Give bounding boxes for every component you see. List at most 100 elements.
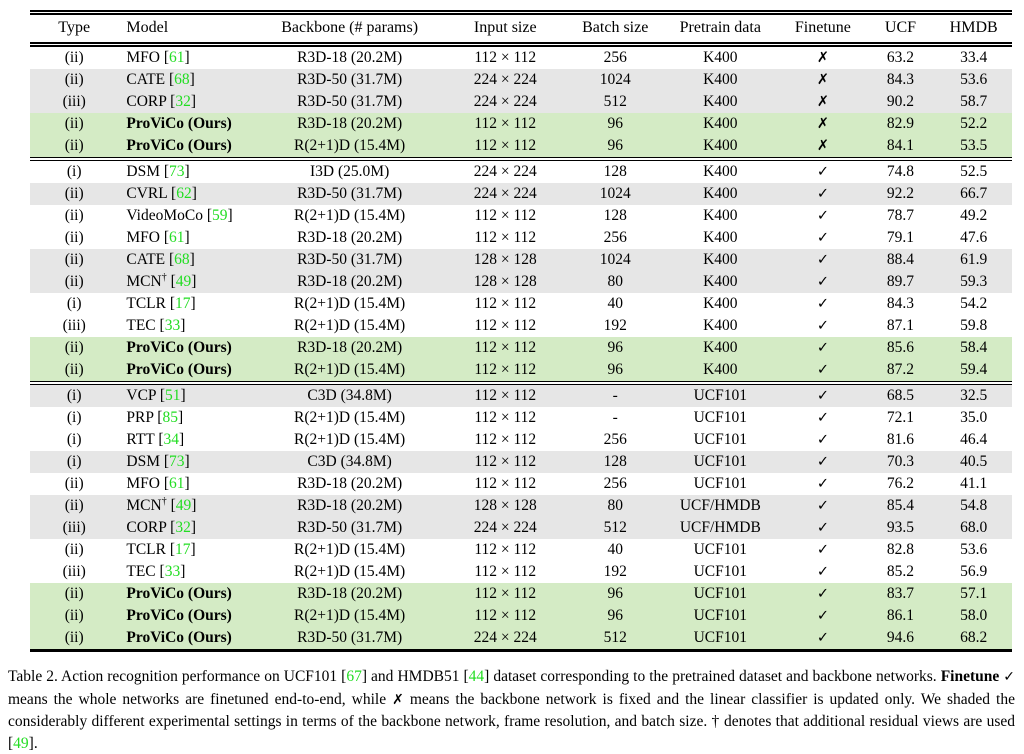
citation-link[interactable]: 61 <box>169 49 185 66</box>
cell-ucf: 79.1 <box>886 229 915 246</box>
finetune-cross-icon: ✗ <box>780 135 866 159</box>
caption-text: ] and HMDB51 [ <box>361 668 469 685</box>
cell-hmdb: 40.5 <box>935 451 1012 473</box>
cell-type: (ii) <box>30 113 119 135</box>
cell-backbone: R3D-18 (20.2M) <box>258 495 441 517</box>
citation-link[interactable]: 62 <box>176 185 192 202</box>
citation-link[interactable]: 68 <box>174 71 190 88</box>
cell-batch-size: 128 <box>570 451 661 473</box>
citation-link[interactable]: 73 <box>169 453 185 470</box>
citation-link[interactable]: 68 <box>174 251 190 268</box>
citation-link[interactable]: 32 <box>175 93 191 110</box>
cell-pretrain-data: UCF101 <box>693 541 747 558</box>
cell-batch-size: 1024 <box>570 69 661 91</box>
model-name: TEC <box>126 563 156 580</box>
cell-hmdb: 52.5 <box>935 157 1012 183</box>
cell-pretrain-data: K400 <box>660 157 781 183</box>
cell-input-size: 112 × 112 <box>440 359 571 383</box>
cell-ucf: 89.7 <box>865 271 936 293</box>
cell-input-size: 112 × 112 <box>474 49 537 66</box>
cell-type: (ii) <box>30 627 119 652</box>
cell-input-size: 112 × 112 <box>440 381 571 407</box>
citation-link[interactable]: 67 <box>346 668 362 685</box>
cell-batch-size: 96 <box>570 135 661 159</box>
citation-link[interactable]: 49 <box>175 273 192 290</box>
cell-backbone: R(2+1)D (15.4M) <box>258 135 441 159</box>
cell-ucf: 70.3 <box>865 451 936 473</box>
caption-text: means the whole networks are finetuned e… <box>8 690 393 708</box>
cell-type: (ii) <box>30 337 119 359</box>
cell-ucf: 84.3 <box>886 295 915 312</box>
citation-link[interactable]: 49 <box>13 734 29 752</box>
cell-pretrain-data: UCF101 <box>660 451 781 473</box>
model-name: MCN <box>126 273 162 290</box>
citation-link[interactable]: 34 <box>163 431 180 448</box>
cell-pretrain-data: K400 <box>660 183 781 205</box>
cell-type: (iii) <box>30 91 119 113</box>
finetune-check-icon: ✓ <box>816 542 829 558</box>
citation-link[interactable]: 73 <box>169 163 185 180</box>
table-row: (ii) ProViCo (Ours) R3D-18 (20.2M) 112 × 11… <box>30 583 1012 605</box>
citation-link[interactable]: 51 <box>165 387 181 404</box>
table-row: (ii) ProViCo (Ours) R(2+1)D (15.4M) 112 × 1… <box>30 359 1012 383</box>
cell-hmdb: 59.3 <box>935 271 1012 293</box>
table-row: (i) DSM [73] I3D (25.0M) 224 × 224 128 K400 ✓ 7… <box>30 157 1012 183</box>
finetune-check-icon: ✓ <box>780 183 866 205</box>
finetune-check-icon: ✓ <box>780 249 866 271</box>
cell-model: MFO [61] <box>126 229 190 246</box>
table-row: (iii) CORP [32] R3D-50 (31.7M) 224 × 224 512… <box>30 91 1012 113</box>
finetune-check-icon: ✓ <box>816 208 829 224</box>
cell-type: (i) <box>30 451 119 473</box>
citation-link[interactable]: 33 <box>164 317 181 334</box>
finetune-check-icon: ✓ <box>816 476 829 492</box>
cell-batch-size: 128 <box>603 207 627 224</box>
cell-input-size: 112 × 112 <box>474 229 537 246</box>
cell-pretrain-data: K400 <box>703 49 738 66</box>
cell-hmdb: 54.8 <box>935 495 1012 517</box>
citation-link[interactable]: 17 <box>175 295 191 312</box>
dagger-mark: † <box>161 271 167 283</box>
cell-hmdb: 46.4 <box>960 431 988 448</box>
caption-text: Finetune <box>940 668 1000 685</box>
citation-link[interactable]: 61 <box>169 475 185 492</box>
cell-backbone: R3D-50 (31.7M) <box>258 91 441 113</box>
cell-input-size: 112 × 112 <box>474 563 537 580</box>
cell-input-size: 224 × 224 <box>440 91 571 113</box>
cell-type: (ii) <box>64 475 84 492</box>
finetune-check-icon: ✓ <box>780 359 866 383</box>
cell-ucf: 74.8 <box>865 157 936 183</box>
cell-model: ProViCo (Ours) <box>118 337 259 359</box>
caption-text: ]. <box>28 734 38 752</box>
citation-link[interactable]: 44 <box>468 668 485 685</box>
citation-link[interactable]: 61 <box>169 229 185 246</box>
cell-input-size: 128 × 128 <box>440 249 571 271</box>
cell-hmdb: 33.4 <box>960 49 988 66</box>
cell-ucf: 82.8 <box>886 541 915 558</box>
cell-backbone: R3D-50 (31.7M) <box>258 69 441 91</box>
column-header: Model <box>118 10 259 47</box>
finetune-check-icon: ✓ <box>780 271 866 293</box>
citation-link[interactable]: 32 <box>175 519 191 536</box>
cell-backbone: R(2+1)D (15.4M) <box>258 605 441 627</box>
cell-input-size: 224 × 224 <box>440 517 571 539</box>
cell-model: TCLR [17] <box>126 541 196 558</box>
cell-type: (i) <box>30 157 119 183</box>
cell-model: VideoMoCo [59] <box>126 207 233 224</box>
citation-link[interactable]: 85 <box>162 409 178 426</box>
cell-batch-size: 1024 <box>570 183 661 205</box>
citation-link[interactable]: 17 <box>175 541 191 558</box>
citation-link[interactable]: 33 <box>164 563 181 580</box>
cell-batch-size: 40 <box>607 295 623 312</box>
citation-link[interactable]: 59 <box>212 207 228 224</box>
cell-backbone: R(2+1)D (15.4M) <box>294 563 406 580</box>
finetune-check-icon: ✓ <box>780 495 866 517</box>
cell-model: MCN† [49] <box>118 271 259 293</box>
cell-hmdb: 41.1 <box>960 475 988 492</box>
cell-model: TCLR [17] <box>126 295 196 312</box>
citation-link[interactable]: 49 <box>175 497 192 514</box>
cell-model: ProViCo (Ours) <box>118 605 259 627</box>
cell-ucf: 88.4 <box>865 249 936 271</box>
cell-model: RTT [34] <box>126 431 185 448</box>
cell-hmdb: 58.4 <box>935 337 1012 359</box>
model-name: DSM <box>126 453 160 470</box>
